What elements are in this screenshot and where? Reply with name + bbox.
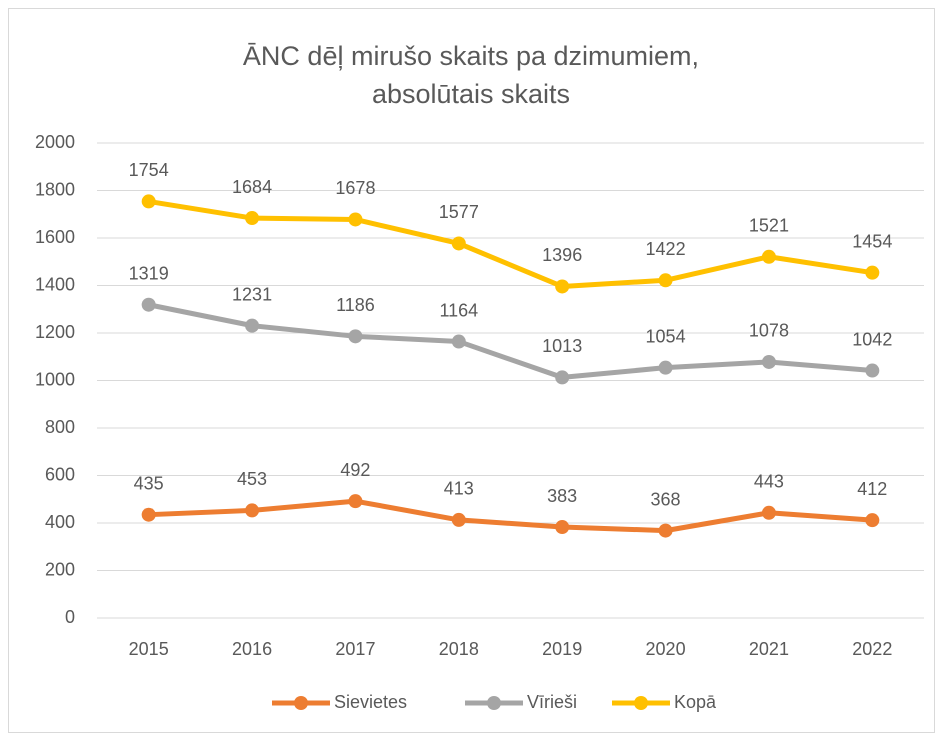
data-point bbox=[555, 279, 570, 294]
data-label: 1164 bbox=[439, 300, 478, 320]
data-label: 1454 bbox=[852, 231, 892, 251]
legend-label: Vīrieši bbox=[527, 692, 577, 712]
x-tick-label: 2017 bbox=[335, 639, 375, 659]
chart-border bbox=[8, 8, 935, 733]
data-label: 1186 bbox=[336, 295, 375, 315]
legend-marker bbox=[294, 696, 308, 710]
data-label: 1577 bbox=[439, 202, 479, 222]
y-tick-label: 2000 bbox=[35, 132, 75, 152]
data-label: 443 bbox=[754, 472, 784, 492]
chart-title: absolūtais skaits bbox=[372, 79, 570, 109]
data-label: 1678 bbox=[335, 178, 375, 198]
data-point bbox=[555, 520, 570, 535]
legend-marker bbox=[634, 696, 648, 710]
y-tick-label: 800 bbox=[45, 417, 75, 437]
y-tick-label: 0 bbox=[65, 607, 75, 627]
data-point bbox=[761, 354, 776, 369]
data-label: 1078 bbox=[749, 321, 789, 341]
data-point bbox=[761, 505, 776, 520]
data-label: 1319 bbox=[129, 263, 169, 283]
data-point bbox=[865, 513, 880, 528]
y-tick-label: 600 bbox=[45, 464, 75, 484]
data-point bbox=[865, 363, 880, 378]
data-label: 492 bbox=[340, 460, 370, 480]
data-point bbox=[348, 494, 363, 509]
data-label: 1684 bbox=[232, 177, 272, 197]
data-point bbox=[141, 297, 156, 312]
data-point bbox=[141, 507, 156, 522]
data-point bbox=[658, 360, 673, 375]
data-point bbox=[451, 236, 466, 251]
y-tick-label: 1000 bbox=[35, 369, 75, 389]
data-label: 1422 bbox=[646, 239, 686, 259]
data-label: 383 bbox=[547, 486, 577, 506]
data-label: 1231 bbox=[232, 284, 272, 304]
data-point bbox=[658, 273, 673, 288]
data-point bbox=[658, 523, 673, 538]
data-point bbox=[245, 211, 260, 226]
data-label: 435 bbox=[134, 473, 164, 493]
data-label: 368 bbox=[651, 489, 681, 509]
data-label: 413 bbox=[444, 479, 474, 499]
legend-label: Sievietes bbox=[334, 692, 407, 712]
data-point bbox=[141, 194, 156, 209]
data-point bbox=[451, 512, 466, 527]
y-tick-label: 1600 bbox=[35, 227, 75, 247]
data-label: 1054 bbox=[646, 326, 686, 346]
x-tick-label: 2015 bbox=[129, 639, 169, 659]
series-line bbox=[148, 198, 873, 289]
y-tick-label: 400 bbox=[45, 512, 75, 532]
data-label: 1042 bbox=[852, 329, 892, 349]
x-tick-label: 2019 bbox=[542, 639, 582, 659]
legend-label: Kopā bbox=[674, 692, 717, 712]
y-tick-label: 1800 bbox=[35, 179, 75, 199]
data-point bbox=[761, 249, 776, 264]
x-tick-label: 2020 bbox=[646, 639, 686, 659]
y-tick-label: 1400 bbox=[35, 274, 75, 294]
y-tick-label: 1200 bbox=[35, 322, 75, 342]
x-tick-label: 2016 bbox=[232, 639, 272, 659]
chart-title: ĀNC dēļ mirušo skaits pa dzimumiem, bbox=[243, 41, 699, 71]
x-tick-label: 2018 bbox=[439, 639, 479, 659]
series-line bbox=[148, 302, 873, 380]
data-label: 1396 bbox=[542, 245, 582, 265]
data-point bbox=[245, 318, 260, 333]
data-point bbox=[865, 265, 880, 280]
x-tick-label: 2022 bbox=[852, 639, 892, 659]
legend-marker bbox=[487, 696, 501, 710]
x-tick-label: 2021 bbox=[749, 639, 789, 659]
data-point bbox=[245, 503, 260, 518]
y-tick-label: 200 bbox=[45, 559, 75, 579]
data-label: 1754 bbox=[129, 160, 169, 180]
data-point bbox=[348, 329, 363, 344]
data-label: 1013 bbox=[542, 336, 582, 356]
data-label: 453 bbox=[237, 469, 267, 489]
data-point bbox=[348, 212, 363, 227]
data-point bbox=[555, 370, 570, 385]
data-label: 412 bbox=[857, 479, 887, 499]
data-point bbox=[451, 334, 466, 349]
series-line bbox=[148, 498, 873, 534]
data-label: 1521 bbox=[749, 216, 789, 236]
